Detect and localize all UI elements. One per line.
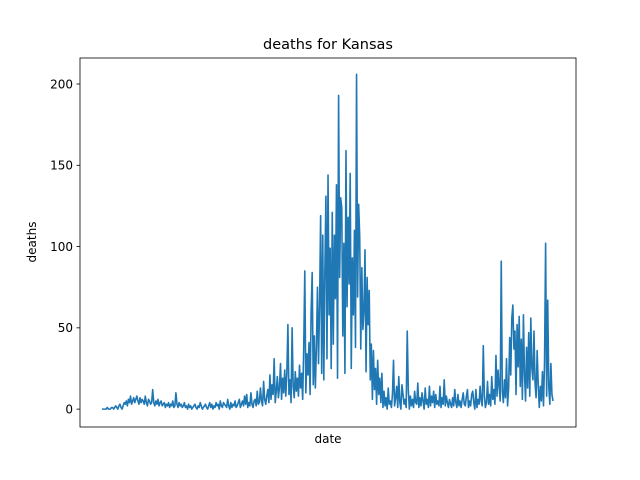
axes-frame <box>79 57 577 428</box>
series-line-0 <box>102 73 554 410</box>
y-tick-label: 100 <box>50 240 73 254</box>
y-tick-label: 200 <box>50 77 73 91</box>
x-axis-label: date <box>314 432 341 446</box>
y-axis-ticks: 0 50 100 150 200 <box>50 77 80 416</box>
y-tick-label: 0 <box>65 402 73 416</box>
chart-title: deaths for Kansas <box>263 37 393 53</box>
y-axis-label: deaths <box>25 222 39 263</box>
plot-area <box>102 73 554 410</box>
y-tick-label: 50 <box>58 321 73 335</box>
y-tick-label: 150 <box>50 159 73 173</box>
